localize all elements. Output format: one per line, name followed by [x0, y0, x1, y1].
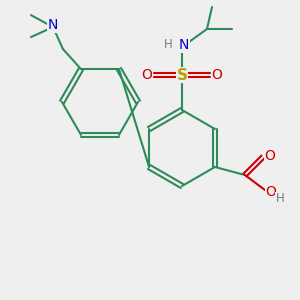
- Text: O: O: [266, 185, 276, 199]
- Text: H: H: [275, 193, 284, 206]
- Text: N: N: [179, 38, 189, 52]
- Text: N: N: [48, 18, 58, 32]
- Text: O: O: [265, 149, 275, 163]
- Text: H: H: [164, 38, 172, 52]
- Text: O: O: [142, 68, 152, 82]
- Text: S: S: [176, 68, 188, 82]
- Text: O: O: [212, 68, 222, 82]
